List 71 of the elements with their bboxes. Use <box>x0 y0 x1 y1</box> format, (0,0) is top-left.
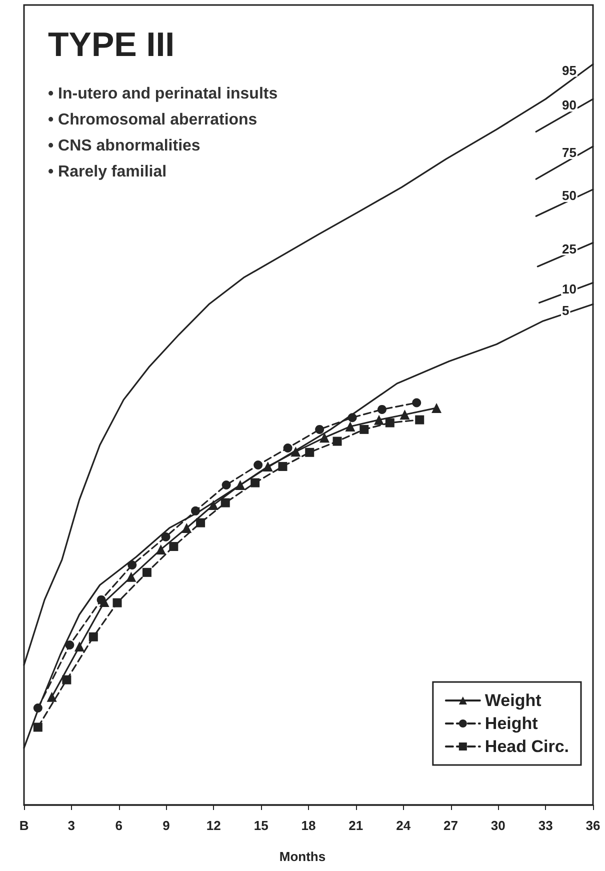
point <box>235 480 246 490</box>
point <box>46 692 57 702</box>
point <box>250 478 260 488</box>
point <box>182 522 192 533</box>
x-tick-label: 6 <box>115 818 122 833</box>
point <box>161 532 170 542</box>
point <box>112 598 122 608</box>
x-tick-label: 36 <box>586 818 600 833</box>
x-tick-label: 18 <box>301 818 316 833</box>
point <box>208 500 218 510</box>
x-tick-label: 21 <box>348 818 364 833</box>
point <box>156 544 166 554</box>
annotation: • CNS abnormalities <box>48 138 200 154</box>
chart-title: TYPE III <box>48 26 175 64</box>
point <box>400 410 410 420</box>
annotation: • Chromosomal aberrations <box>48 112 258 128</box>
annotation: • In-utero and perinatal insults <box>48 86 278 102</box>
x-tick-label: 33 <box>538 818 553 833</box>
point <box>262 461 273 472</box>
point <box>33 703 42 712</box>
point <box>96 595 106 604</box>
series-label: 50 <box>562 188 576 203</box>
point <box>378 404 386 414</box>
point <box>33 722 42 732</box>
x-tick-label: 30 <box>490 818 506 833</box>
annotation: • Rarely familial <box>48 164 167 180</box>
x-tick-label: B <box>19 818 29 833</box>
point <box>412 398 422 408</box>
point <box>432 402 442 413</box>
point <box>196 518 206 528</box>
series-label: 75 <box>562 144 576 160</box>
point <box>348 413 357 422</box>
point <box>74 641 84 652</box>
point <box>283 443 292 452</box>
series-label: 25 <box>562 241 576 256</box>
series-label: 90 <box>562 98 576 113</box>
point <box>360 424 369 434</box>
point <box>290 446 301 457</box>
series-label: 5 <box>562 302 570 318</box>
series-label: 10 <box>562 281 576 296</box>
point <box>142 568 152 577</box>
legend-label: Weight <box>484 691 542 710</box>
legend-label: Height <box>484 714 538 733</box>
point <box>305 448 314 457</box>
x-tick-label: 15 <box>254 818 268 833</box>
point <box>88 632 98 642</box>
x-tick-label: 9 <box>162 818 170 833</box>
point <box>126 572 136 582</box>
point <box>254 460 263 470</box>
point <box>278 462 288 471</box>
point <box>345 421 356 432</box>
point <box>374 414 384 425</box>
x-tick-label: 24 <box>396 818 412 833</box>
point <box>385 418 394 428</box>
x-tick-label: 12 <box>206 818 221 833</box>
point <box>128 560 137 570</box>
x-tick-label: 27 <box>444 818 458 833</box>
point <box>222 480 231 490</box>
point <box>332 436 342 446</box>
legend-label: Head Circ. <box>484 737 570 756</box>
point <box>65 640 74 650</box>
x-axis-title: Months <box>279 849 326 864</box>
point <box>319 432 330 443</box>
point <box>415 415 424 424</box>
point <box>169 542 178 551</box>
point <box>315 424 324 434</box>
series-label: 95 <box>562 62 576 78</box>
point <box>220 498 230 508</box>
x-tick-label: 3 <box>68 818 76 833</box>
point <box>62 675 72 684</box>
point <box>191 506 200 516</box>
